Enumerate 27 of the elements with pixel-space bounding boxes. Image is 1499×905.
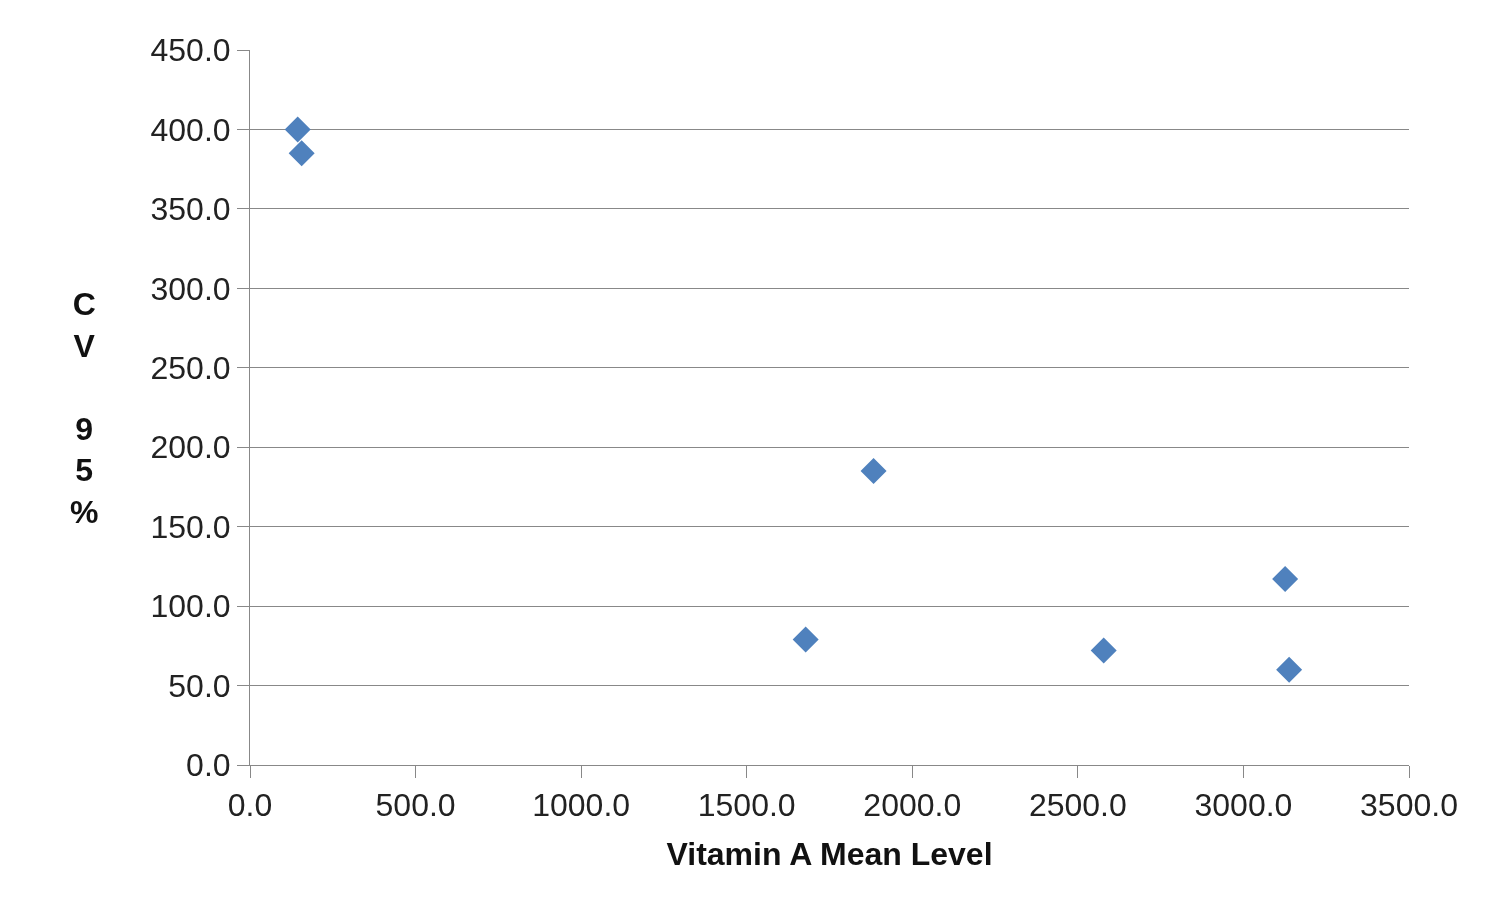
- x-tick-label: 3000.0: [1194, 787, 1293, 824]
- text: CV 95%: [70, 286, 99, 530]
- y-tick-label: 250.0: [150, 349, 231, 386]
- x-tick-label: 1000.0: [532, 787, 631, 824]
- point: [792, 626, 819, 653]
- point: [284, 116, 311, 143]
- y-tick-label: 300.0: [150, 270, 231, 307]
- y-tick-label: 450.0: [150, 32, 231, 69]
- y-tick-label: 200.0: [150, 429, 231, 466]
- x-tick-label: 1500.0: [697, 787, 796, 824]
- point: [860, 458, 887, 485]
- y-tick-label: 350.0: [150, 191, 231, 228]
- y-tick-label: 150.0: [150, 508, 231, 545]
- point: [1090, 637, 1117, 664]
- y-tick-label: 0.0: [186, 747, 231, 784]
- x-tick-label: 2000.0: [863, 787, 962, 824]
- y-tick-label: 100.0: [150, 588, 231, 625]
- y-tick-label: 400.0: [150, 111, 231, 148]
- point: [288, 140, 315, 167]
- y-tick-label: 50.0: [168, 667, 231, 704]
- x-tick-label: 2500.0: [1028, 787, 1127, 824]
- x-tick-label: 0.0: [227, 787, 273, 824]
- point: [1272, 566, 1299, 593]
- point: [1276, 656, 1303, 683]
- x-tick-label: 500.0: [375, 787, 456, 824]
- x-axis-title: Vitamin A Mean Level: [666, 836, 993, 873]
- x-tick-label: 3500.0: [1360, 787, 1458, 824]
